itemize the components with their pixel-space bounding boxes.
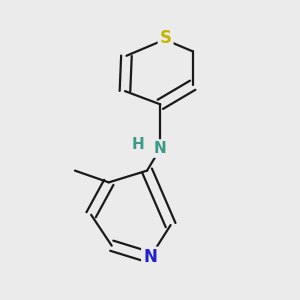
Text: H: H (132, 136, 145, 152)
Text: S: S (160, 29, 172, 47)
Text: N: N (154, 141, 167, 156)
Text: N: N (143, 248, 157, 266)
